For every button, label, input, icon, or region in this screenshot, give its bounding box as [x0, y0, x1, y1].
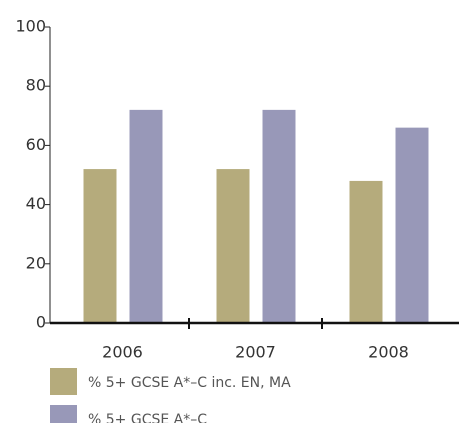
y-tick-label: 80 — [26, 76, 46, 95]
bar — [262, 109, 296, 323]
x-tick-label: 2008 — [368, 343, 409, 362]
x-tick-label: 2006 — [102, 343, 143, 362]
bar — [395, 127, 429, 323]
legend-label: % 5+ GCSE A*–C — [88, 412, 207, 423]
bar — [129, 109, 163, 323]
y-tick-label: 20 — [26, 253, 46, 272]
y-tick-label: 40 — [26, 194, 46, 213]
legend-swatch — [50, 405, 77, 423]
y-tick-label: 0 — [36, 313, 46, 332]
bar — [349, 180, 383, 323]
y-tick-label: 100 — [15, 17, 46, 36]
y-tick-label: 60 — [26, 135, 46, 154]
x-tick-label: 2007 — [235, 343, 276, 362]
legend-swatch — [50, 368, 77, 395]
bar — [216, 169, 250, 323]
legend-label: % 5+ GCSE A*–C inc. EN, MA — [88, 375, 291, 391]
bar — [83, 169, 117, 323]
